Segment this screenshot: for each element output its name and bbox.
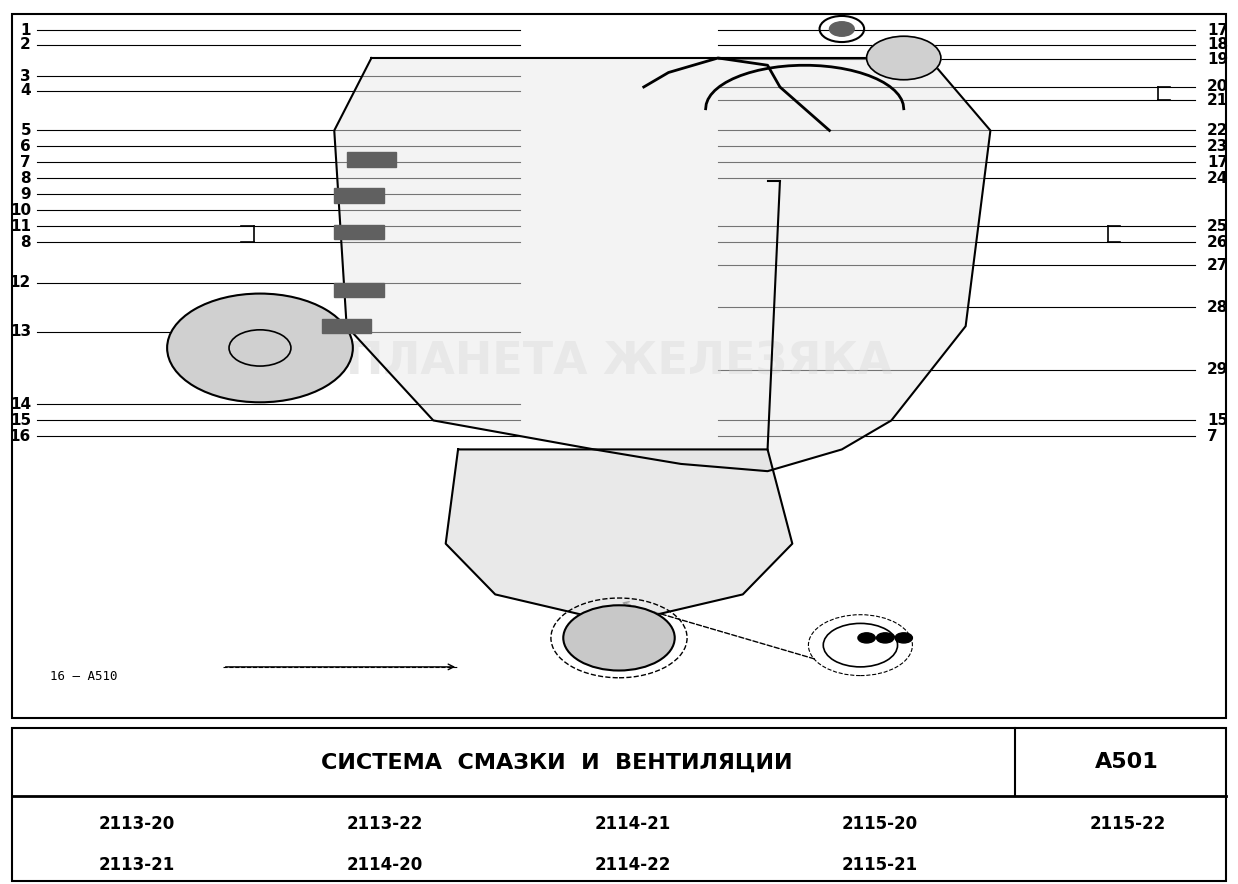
Bar <box>334 283 384 297</box>
Circle shape <box>823 623 898 667</box>
Bar <box>334 188 384 203</box>
Text: 17: 17 <box>1207 155 1228 170</box>
Text: 2114-22: 2114-22 <box>594 856 671 874</box>
Text: 4: 4 <box>20 83 31 98</box>
Text: 27: 27 <box>1207 258 1228 273</box>
Text: 19: 19 <box>1207 52 1228 67</box>
Circle shape <box>895 633 912 643</box>
Text: ПЛАНЕТА ЖЕЛЕЗЯКА: ПЛАНЕТА ЖЕЛЕЗЯКА <box>345 341 893 384</box>
Text: 13: 13 <box>10 324 31 339</box>
Text: 3: 3 <box>20 69 31 84</box>
Text: 15: 15 <box>1207 413 1228 428</box>
Text: 17: 17 <box>1207 23 1228 38</box>
Text: 22: 22 <box>1207 123 1228 138</box>
Bar <box>334 225 384 240</box>
Text: 8: 8 <box>20 171 31 186</box>
Text: 21: 21 <box>1207 93 1228 108</box>
Text: 2114-20: 2114-20 <box>347 856 423 874</box>
Text: 16 — А510: 16 — А510 <box>50 670 118 682</box>
Text: 9: 9 <box>20 187 31 202</box>
Text: 2113-20: 2113-20 <box>99 814 176 833</box>
Text: 2114-21: 2114-21 <box>594 814 671 833</box>
Circle shape <box>867 36 941 80</box>
Text: 2115-22: 2115-22 <box>1089 814 1166 833</box>
Text: 10: 10 <box>10 202 31 217</box>
Text: 2: 2 <box>20 37 31 52</box>
Text: 6: 6 <box>20 139 31 154</box>
Text: 11: 11 <box>10 218 31 233</box>
Text: 2115-20: 2115-20 <box>842 814 917 833</box>
Text: 24: 24 <box>1207 171 1228 186</box>
Text: 28: 28 <box>1207 300 1228 315</box>
Text: 14: 14 <box>10 397 31 412</box>
Circle shape <box>167 293 353 402</box>
Text: 7: 7 <box>20 155 31 170</box>
Text: 8: 8 <box>20 234 31 249</box>
Bar <box>322 319 371 333</box>
Bar <box>347 152 396 167</box>
Text: А501: А501 <box>1094 752 1159 773</box>
Text: 2113-22: 2113-22 <box>347 814 423 833</box>
Text: СИСТЕМА  СМАЗКИ  И  ВЕНТИЛЯЦИИ: СИСТЕМА СМАЗКИ И ВЕНТИЛЯЦИИ <box>322 752 792 773</box>
Circle shape <box>858 633 875 643</box>
Text: 15: 15 <box>10 413 31 428</box>
Circle shape <box>829 22 854 36</box>
Text: 2113-21: 2113-21 <box>99 856 176 874</box>
Text: 25: 25 <box>1207 218 1228 233</box>
Text: 29: 29 <box>1207 362 1228 377</box>
Text: 23: 23 <box>1207 139 1228 154</box>
Circle shape <box>563 606 675 670</box>
Text: 16: 16 <box>10 429 31 444</box>
Text: 18: 18 <box>1207 37 1228 52</box>
Text: 20: 20 <box>1207 80 1228 95</box>
Text: 12: 12 <box>10 275 31 290</box>
Text: 1: 1 <box>21 23 31 38</box>
Text: 5: 5 <box>20 123 31 138</box>
Text: 2115-21: 2115-21 <box>842 856 917 874</box>
Polygon shape <box>334 58 990 471</box>
Circle shape <box>877 633 894 643</box>
Polygon shape <box>446 449 792 623</box>
Text: 7: 7 <box>1207 429 1218 444</box>
Text: 26: 26 <box>1207 234 1228 249</box>
